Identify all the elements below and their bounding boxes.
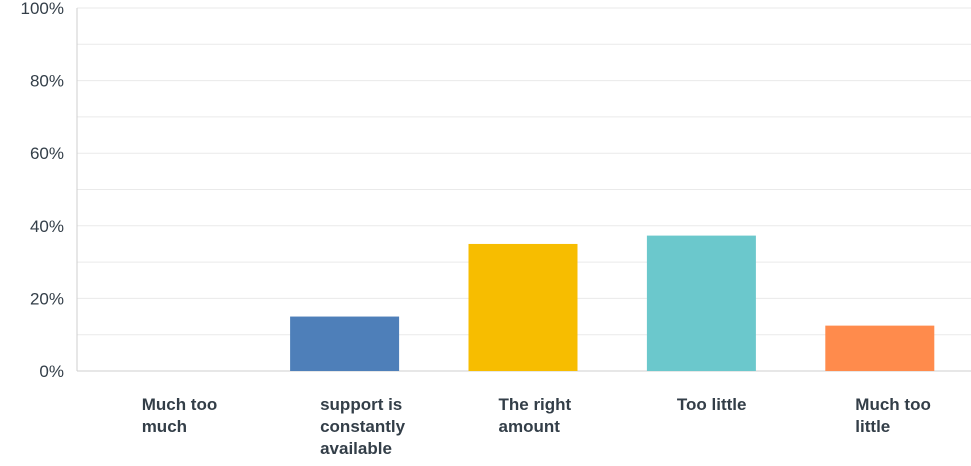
bar[interactable] xyxy=(468,243,578,371)
y-tick-label: 40% xyxy=(30,217,64,236)
x-axis-labels: Much too much support is constantly availabl… xyxy=(142,395,931,458)
x-tick-label: Much too little xyxy=(855,395,931,436)
bar[interactable] xyxy=(825,325,935,371)
y-tick-label: 0% xyxy=(39,362,64,381)
y-tick-label: 20% xyxy=(30,289,64,308)
y-tick-label: 60% xyxy=(30,144,64,163)
x-tick-label: Too little xyxy=(677,395,747,414)
bar[interactable] xyxy=(290,316,400,371)
bar[interactable] xyxy=(646,235,756,371)
x-tick-label: support is constantly available xyxy=(320,395,406,458)
x-tick-label: Much too much xyxy=(142,395,218,436)
y-axis: 0% 20% 40% 60% 80% 100% xyxy=(21,0,971,381)
bars xyxy=(290,235,935,371)
gridlines xyxy=(77,7,971,336)
y-tick-label: 80% xyxy=(30,72,64,91)
y-tick-label: 100% xyxy=(21,0,64,18)
x-tick-label: The right amount xyxy=(499,395,572,436)
